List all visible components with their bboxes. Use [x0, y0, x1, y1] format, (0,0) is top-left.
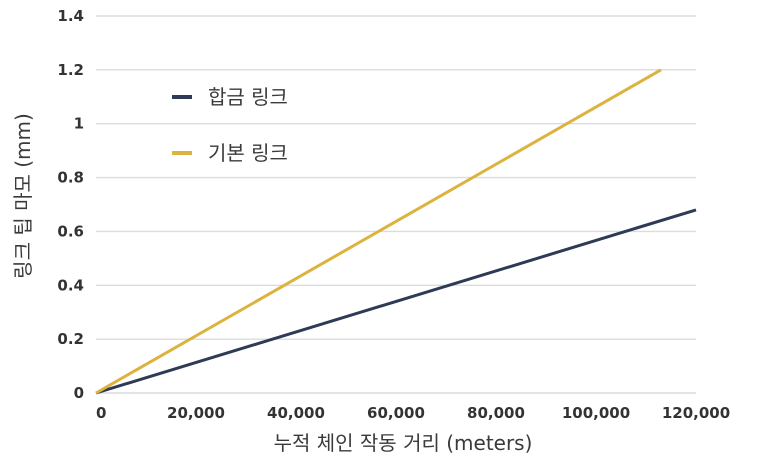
- series-line-0: [95, 208, 697, 395]
- x-tick-label-6: 120,000: [662, 404, 730, 422]
- series-lines: [95, 68, 697, 395]
- y-tick-label-6: 1.2: [57, 61, 84, 79]
- y-tick-label-4: 0.8: [57, 169, 84, 187]
- x-tick-label-1: 20,000: [167, 404, 225, 422]
- y-tick-label-2: 0.4: [57, 276, 84, 294]
- x-tick-label-2: 40,000: [267, 404, 325, 422]
- x-tick-label-3: 60,000: [367, 404, 425, 422]
- legend-label-basic-link: 기본 링크: [208, 141, 288, 165]
- y-tick-label-3: 0.6: [57, 222, 84, 240]
- x-axis-label: 누적 체인 작동 거리 (meters): [274, 431, 533, 455]
- legend-label-alloy-link: 합금 링크: [208, 85, 288, 109]
- y-tick-label-7: 1.4: [57, 7, 84, 25]
- x-tick-label-0: 0: [96, 404, 106, 422]
- y-tick-label-5: 1: [74, 115, 84, 133]
- legend: 합금 링크 기본 링크: [172, 85, 288, 165]
- x-tick-label-4: 80,000: [467, 404, 525, 422]
- x-tick-labels: 0 20,000 40,000 60,000 80,000 100,000 120,000: [96, 404, 730, 422]
- y-tick-labels: 0 0.2 0.4 0.6 0.8 1 1.2 1.4: [57, 7, 84, 402]
- series-line-1: [95, 68, 662, 395]
- gridlines: [96, 15, 696, 394]
- y-tick-label-1: 0.2: [57, 330, 84, 348]
- y-tick-label-0: 0: [74, 384, 84, 402]
- y-axis-label: 링크 팁 마모 (mm): [11, 113, 35, 279]
- x-tick-label-5: 100,000: [562, 404, 630, 422]
